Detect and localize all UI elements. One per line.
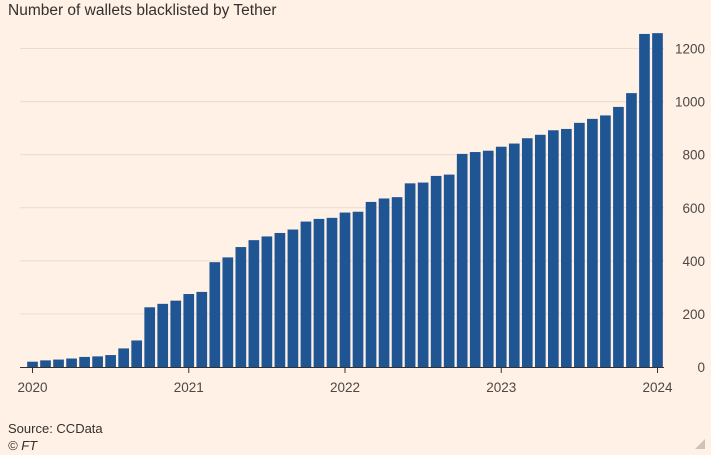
bar-2021-08 [274, 232, 286, 367]
bar-2024-01 [652, 33, 663, 368]
resize-corner-icon [695, 439, 705, 449]
x-tick-label: 2023 [486, 380, 516, 395]
bars [27, 33, 663, 368]
y-tick-label: 200 [682, 307, 705, 322]
bar-2023-01 [495, 146, 507, 367]
bar-2021-09 [287, 229, 299, 367]
bar-2020-07 [105, 355, 116, 367]
bar-2023-08 [587, 118, 598, 368]
bar-2020-05 [79, 356, 90, 367]
x-tick-label: 2024 [642, 380, 673, 395]
bar-2020-03 [53, 359, 64, 367]
bar-2022-03 [365, 201, 377, 367]
bar-2020-01 [27, 361, 38, 367]
bar-2022-08 [430, 175, 442, 367]
bar-2020-09 [131, 340, 143, 367]
y-tick-label: 1000 [675, 95, 705, 110]
bar-2022-09 [443, 174, 455, 367]
y-tick-label: 600 [682, 201, 705, 216]
bar-2022-12 [482, 150, 494, 367]
bar-2022-02 [352, 211, 364, 367]
bar-2021-04 [222, 257, 234, 367]
bar-2022-04 [378, 198, 390, 367]
bar-2023-04 [534, 134, 546, 367]
ft-credit: © FT [8, 438, 38, 453]
bar-2020-10 [144, 307, 156, 367]
bar-2022-01 [339, 212, 351, 367]
y-tick-label: 400 [682, 254, 705, 269]
bar-2023-11 [626, 93, 637, 368]
bar-2023-10 [613, 106, 624, 368]
bar-2022-06 [404, 183, 416, 367]
bar-2021-01 [183, 294, 195, 367]
bar-2020-02 [40, 360, 51, 367]
bar-2023-03 [521, 138, 533, 367]
bar-2021-07 [261, 236, 273, 367]
bar-2020-11 [157, 303, 169, 367]
source-note: Source: CCData [8, 421, 103, 436]
y-tick-label: 0 [697, 360, 705, 375]
x-tick-label: 2022 [330, 380, 360, 395]
bar-2023-02 [508, 143, 520, 367]
y-tick-label: 1200 [675, 42, 705, 57]
bar-2022-05 [391, 197, 403, 367]
bar-2021-05 [235, 247, 247, 367]
y-tick-label: 800 [682, 148, 705, 163]
bar-2021-03 [209, 262, 221, 367]
chart-title: Number of wallets blacklisted by Tether [8, 2, 277, 19]
bar-2023-05 [547, 130, 559, 367]
bar-2021-12 [326, 217, 338, 367]
bar-2020-06 [92, 356, 103, 367]
bar-2021-11 [313, 218, 325, 367]
bar-2022-11 [469, 152, 481, 367]
bar-2021-02 [196, 291, 208, 367]
x-tick-label: 2020 [17, 380, 47, 395]
bar-2023-07 [574, 122, 585, 367]
bar-2022-10 [456, 153, 468, 367]
bar-2021-10 [300, 221, 312, 367]
bar-2020-12 [170, 300, 182, 367]
x-tick-label: 2021 [174, 380, 204, 395]
y-axis: 0 200 400 600 800 1000 1200 [675, 42, 705, 375]
bar-2022-07 [417, 182, 429, 367]
bar-2020-04 [66, 358, 77, 367]
bar-2020-08 [118, 348, 129, 367]
bar-2023-09 [600, 115, 611, 367]
bar-2023-06 [561, 128, 572, 367]
x-axis: 2020 2021 2022 2023 2024 [17, 367, 673, 395]
bar-2021-06 [248, 240, 260, 367]
bar-2023-12 [639, 33, 650, 367]
